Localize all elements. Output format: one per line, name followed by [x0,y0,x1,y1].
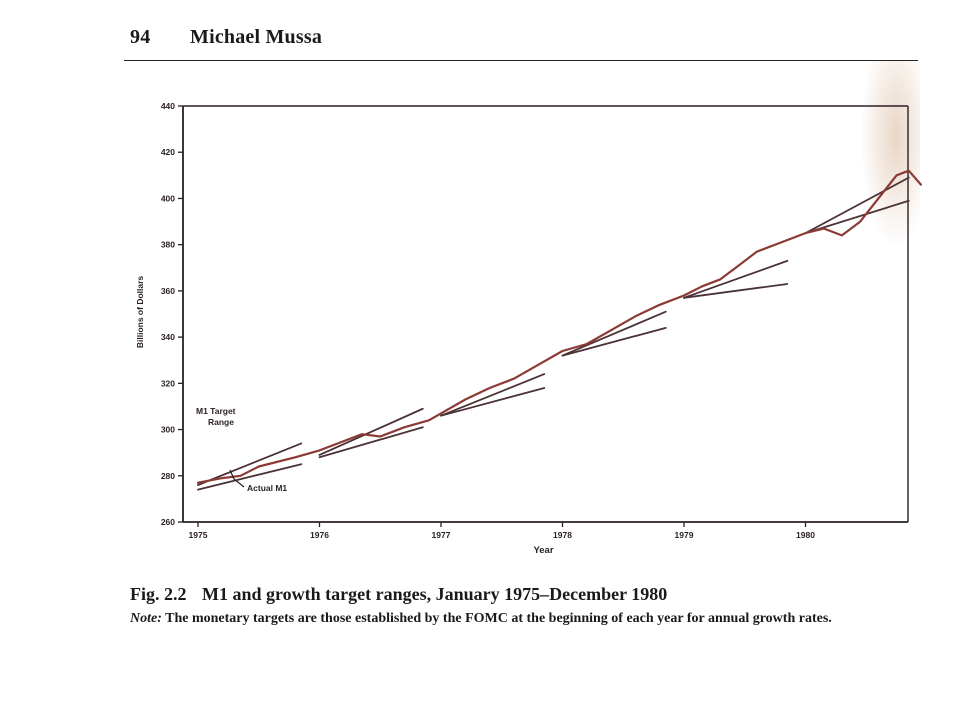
y-tick-label: 280 [161,471,175,481]
x-tick-label: 1977 [432,530,451,540]
actual-m1-pointer [229,469,245,488]
x-tick-label: 1978 [553,530,572,540]
target-range-upper-1977 [440,373,546,417]
x-tick-label: 1976 [310,530,329,540]
target-range-upper-1979 [683,259,789,299]
target-range-upper-1975 [197,442,303,486]
caption-note: Note: The monetary targets are those est… [130,609,910,628]
author-name: Michael Mussa [190,26,323,48]
y-axis-title: Billions of Dollars [135,276,145,349]
running-head: 94 Michael Mussa [130,26,322,49]
target-range-lower-1978 [561,326,667,357]
figure-title: M1 and growth target ranges, January 197… [202,584,668,604]
target-range-lower-1975 [197,463,303,491]
y-tick-label: 400 [161,193,175,203]
x-axis-title: Year [533,545,553,556]
x-tick-label: 1979 [675,530,694,540]
figure-number: Fig. 2.2 [130,584,187,604]
actual-m1-annotation: Actual M1 [247,483,287,493]
target-range-upper-1976 [318,407,424,456]
paper-stain [860,60,920,250]
y-tick-label: 340 [161,332,175,342]
target-range-lower-1976 [318,426,424,459]
y-tick-label: 420 [161,147,175,157]
target-range-lower-1977 [440,387,546,417]
x-tick-label: 1975 [189,530,208,540]
page-number: 94 [130,26,151,48]
actual-m1-line [196,169,923,484]
target-range-annotation-line2: Range [208,417,234,427]
y-tick-label: 300 [161,425,175,435]
target-range-upper-1980 [804,176,910,235]
y-tick-label: 440 [161,101,175,111]
y-tick-label: 380 [161,240,175,250]
caption-title: Fig. 2.2 M1 and growth target ranges, Jan… [130,584,920,605]
y-tick-label: 260 [161,517,175,527]
y-tick-label: 360 [161,286,175,296]
y-tick-label: 320 [161,378,175,388]
figure-caption: Fig. 2.2 M1 and growth target ranges, Jan… [130,584,920,628]
note-label: Note: [130,611,162,626]
scanned-page [118,18,918,668]
target-range-lower-1979 [683,283,789,299]
header-rule [124,60,918,61]
x-tick-label: 1980 [796,530,815,540]
target-range-annotation-line1: M1 Target [196,406,236,416]
note-text: The monetary targets are those establish… [165,611,832,626]
target-range-upper-1978 [561,310,667,357]
